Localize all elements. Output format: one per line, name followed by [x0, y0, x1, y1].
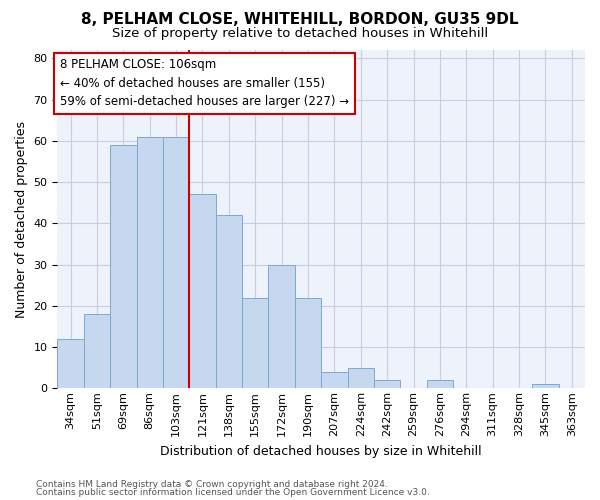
Bar	[532, 384, 559, 388]
Bar	[268, 264, 295, 388]
Bar	[321, 372, 347, 388]
Bar	[110, 145, 137, 388]
Text: Contains public sector information licensed under the Open Government Licence v3: Contains public sector information licen…	[36, 488, 430, 497]
Bar	[190, 194, 215, 388]
Bar	[347, 368, 374, 388]
Bar	[427, 380, 453, 388]
Text: Contains HM Land Registry data © Crown copyright and database right 2024.: Contains HM Land Registry data © Crown c…	[36, 480, 388, 489]
Y-axis label: Number of detached properties: Number of detached properties	[15, 120, 28, 318]
Bar	[295, 298, 321, 388]
Bar	[242, 298, 268, 388]
Bar	[137, 136, 163, 388]
Bar	[215, 215, 242, 388]
Text: 8, PELHAM CLOSE, WHITEHILL, BORDON, GU35 9DL: 8, PELHAM CLOSE, WHITEHILL, BORDON, GU35…	[81, 12, 519, 28]
Bar	[163, 136, 190, 388]
Text: 8 PELHAM CLOSE: 106sqm
← 40% of detached houses are smaller (155)
59% of semi-de: 8 PELHAM CLOSE: 106sqm ← 40% of detached…	[60, 58, 349, 108]
Text: Size of property relative to detached houses in Whitehill: Size of property relative to detached ho…	[112, 28, 488, 40]
Bar	[58, 339, 84, 388]
Bar	[84, 314, 110, 388]
X-axis label: Distribution of detached houses by size in Whitehill: Distribution of detached houses by size …	[160, 444, 482, 458]
Bar	[374, 380, 400, 388]
